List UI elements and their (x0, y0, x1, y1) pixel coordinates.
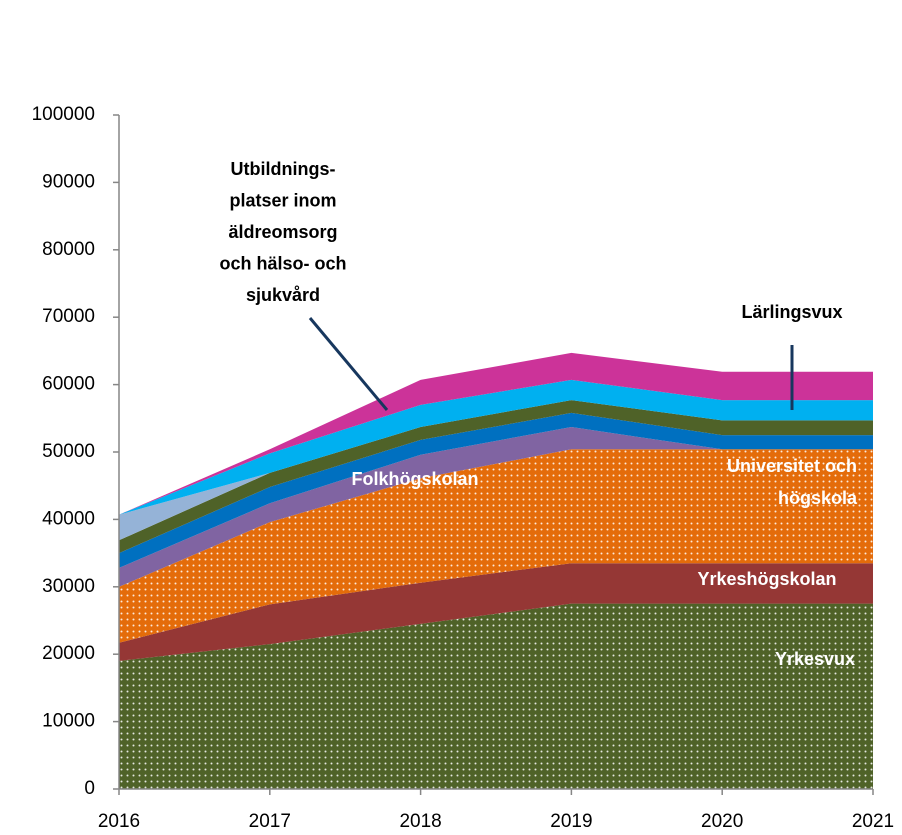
area (119, 427, 873, 587)
area-pattern (119, 603, 873, 789)
y-tick-label: 90000 (42, 171, 95, 192)
callout-line (308, 317, 389, 411)
y-tick-label: 0 (84, 778, 95, 799)
series-label: Lärlingsvux (741, 302, 842, 322)
series-label: sjukvård (246, 285, 320, 305)
area (119, 352, 873, 515)
area (119, 412, 873, 568)
y-tick-label: 40000 (42, 508, 95, 529)
x-tick-label: 2021 (852, 811, 894, 832)
x-tick-label: 2017 (249, 811, 291, 832)
x-tick-label: 2018 (399, 811, 441, 832)
area (119, 563, 873, 661)
y-tick-label: 80000 (42, 239, 95, 260)
y-tick-label: 30000 (42, 576, 95, 597)
series-label: och hälso- och (219, 253, 346, 273)
series-label: Universitet och (727, 456, 857, 476)
y-tick-label: 70000 (42, 306, 95, 327)
series-label: äldreomsorg (228, 222, 337, 242)
y-tick-label: 100000 (32, 104, 95, 125)
area (119, 379, 873, 515)
x-tick-label: 2016 (98, 811, 140, 832)
y-tick-label: 10000 (42, 711, 95, 732)
y-tick-label: 60000 (42, 374, 95, 395)
y-tick-label: 20000 (42, 643, 95, 664)
series-label: Folkhögskolan (351, 469, 478, 489)
x-tick-label: 2019 (550, 811, 592, 832)
y-tick-label: 50000 (42, 441, 95, 462)
series-label: Yrkesvux (775, 649, 855, 669)
areas (119, 352, 873, 789)
area (119, 400, 873, 554)
x-tick-label: 2020 (701, 811, 743, 832)
area-pattern (119, 449, 873, 643)
series-label: Yrkeshögskolan (697, 569, 836, 589)
series-label: platser inom (229, 190, 336, 210)
series-label: högskola (778, 488, 858, 508)
series-label: Utbildnings- (231, 159, 336, 179)
